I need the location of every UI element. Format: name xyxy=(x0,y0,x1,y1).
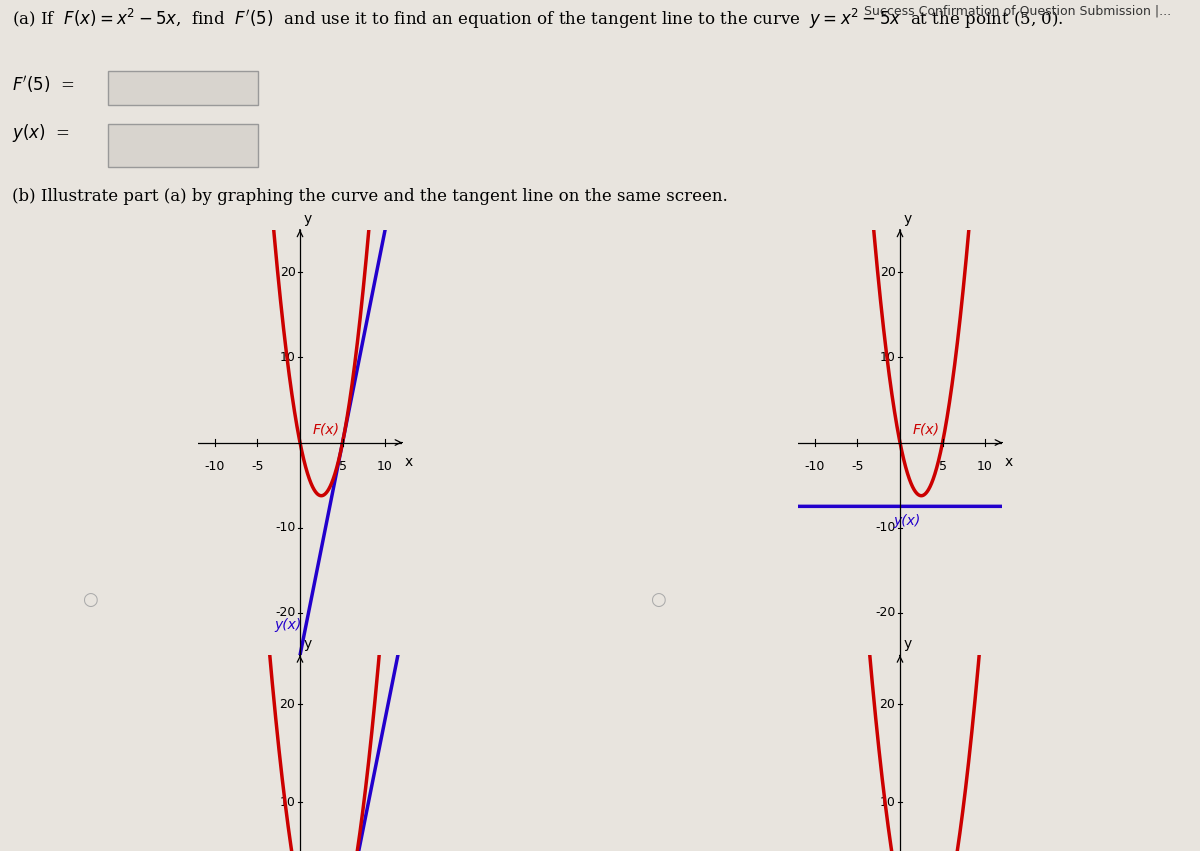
Text: y: y xyxy=(904,637,912,651)
Text: 20: 20 xyxy=(880,266,896,279)
Text: F(x): F(x) xyxy=(913,423,940,437)
Text: -20: -20 xyxy=(276,606,296,620)
Text: ○: ○ xyxy=(649,591,666,609)
Text: 10: 10 xyxy=(280,796,295,808)
Text: 10: 10 xyxy=(880,351,896,364)
Text: (b) Illustrate part (a) by graphing the curve and the tangent line on the same s: (b) Illustrate part (a) by graphing the … xyxy=(12,188,727,205)
Text: y(x): y(x) xyxy=(893,514,920,528)
FancyBboxPatch shape xyxy=(108,71,258,105)
Text: (a) If  $F(x) = x^2 - 5x$,  find  $F'(5)$  and use it to find an equation of the: (a) If $F(x) = x^2 - 5x$, find $F'(5)$ a… xyxy=(12,7,1063,31)
Text: y: y xyxy=(304,212,311,226)
Text: 5: 5 xyxy=(938,460,947,472)
Text: F(x): F(x) xyxy=(313,423,340,437)
Text: y(x): y(x) xyxy=(275,619,301,632)
Text: -10: -10 xyxy=(876,521,896,534)
Text: 10: 10 xyxy=(880,796,895,808)
Text: -10: -10 xyxy=(805,460,826,472)
Text: 20: 20 xyxy=(280,266,296,279)
Text: ○: ○ xyxy=(82,591,98,609)
Text: y: y xyxy=(304,637,312,651)
Text: -20: -20 xyxy=(876,606,896,620)
Text: 10: 10 xyxy=(377,460,394,472)
Text: 20: 20 xyxy=(280,698,295,711)
Text: -5: -5 xyxy=(851,460,864,472)
Text: $F'(5)$  =: $F'(5)$ = xyxy=(12,73,74,94)
Text: -10: -10 xyxy=(276,521,296,534)
Text: y: y xyxy=(904,212,911,226)
Text: -10: -10 xyxy=(205,460,226,472)
Text: 10: 10 xyxy=(977,460,994,472)
Text: x: x xyxy=(404,455,413,469)
Text: x: x xyxy=(1004,455,1013,469)
Text: 20: 20 xyxy=(880,698,895,711)
Text: $y(x)$  =: $y(x)$ = xyxy=(12,122,70,144)
Text: -5: -5 xyxy=(251,460,264,472)
Text: 5: 5 xyxy=(338,460,347,472)
Text: 10: 10 xyxy=(280,351,296,364)
Text: Success Confirmation of Question Submission |...: Success Confirmation of Question Submiss… xyxy=(864,4,1171,17)
FancyBboxPatch shape xyxy=(108,124,258,167)
